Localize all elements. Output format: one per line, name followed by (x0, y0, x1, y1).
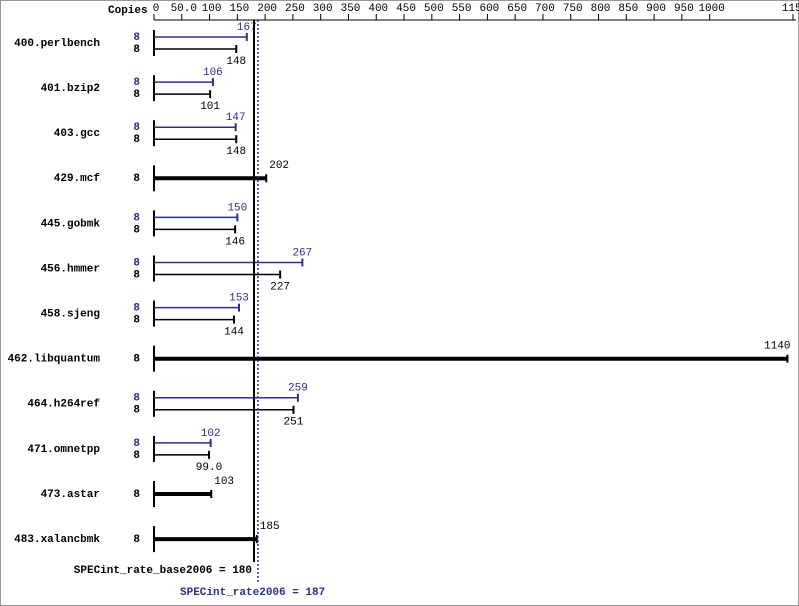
value-label: 144 (224, 327, 244, 339)
copies: 8 (133, 89, 140, 101)
value-label: 106 (203, 67, 223, 79)
x-tick-label: 400 (368, 3, 388, 15)
copies: 8 (133, 438, 140, 450)
copies: 8 (133, 134, 140, 146)
value-label: 146 (225, 236, 245, 248)
benchmark-name: 458.sjeng (41, 309, 100, 321)
x-tick-label: 300 (313, 3, 333, 15)
value-label: 1140 (764, 341, 790, 353)
copies: 8 (133, 173, 140, 185)
x-tick-label: 1150 (782, 3, 799, 15)
value-label: 267 (292, 247, 312, 259)
x-tick-label: 0 (153, 3, 160, 15)
value-label: 167 (237, 22, 257, 34)
benchmark-name: 464.h264ref (27, 399, 100, 411)
copies: 8 (133, 393, 140, 405)
x-tick-label: 700 (535, 3, 555, 15)
x-tick-label: 650 (507, 3, 527, 15)
x-tick-label: 150 (229, 3, 249, 15)
reference-label: SPECint_rate_base2006 = 180 (74, 565, 252, 577)
copies: 8 (133, 212, 140, 224)
x-tick-label: 200 (257, 3, 277, 15)
x-tick-label: 250 (285, 3, 305, 15)
x-tick-label: 600 (479, 3, 499, 15)
x-tick-label: 500 (424, 3, 444, 15)
benchmark-name: 401.bzip2 (41, 83, 100, 95)
copies: 8 (133, 257, 140, 269)
value-label: 185 (260, 521, 280, 533)
copies: 8 (133, 405, 140, 417)
copies: 8 (133, 44, 140, 56)
benchmark-name: 403.gcc (54, 128, 100, 140)
copies: 8 (133, 122, 140, 134)
copies: 8 (133, 303, 140, 315)
x-tick-label: 450 (396, 3, 416, 15)
x-tick-label: 100 (202, 3, 222, 15)
axis-label: Copies (108, 5, 148, 17)
x-tick-label: 950 (674, 3, 694, 15)
x-tick-label: 350 (341, 3, 361, 15)
x-tick-label: 850 (618, 3, 638, 15)
value-label: 251 (284, 417, 304, 429)
value-label: 147 (226, 112, 246, 124)
benchmark-name: 429.mcf (54, 173, 101, 185)
copies: 8 (133, 224, 140, 236)
copies: 8 (133, 269, 140, 281)
x-tick-label: 900 (646, 3, 666, 15)
x-tick-label: 550 (452, 3, 472, 15)
benchmark-name: 456.hmmer (41, 263, 100, 275)
value-label: 148 (226, 146, 246, 158)
benchmark-name: 483.xalancbmk (14, 534, 100, 546)
value-label: 148 (226, 56, 246, 68)
value-label: 150 (227, 202, 247, 214)
value-label: 202 (269, 160, 289, 172)
x-tick-label: 50.0 (171, 3, 197, 15)
value-label: 102 (201, 428, 221, 440)
copies: 8 (133, 450, 140, 462)
copies: 8 (133, 489, 140, 501)
value-label: 153 (229, 293, 249, 305)
value-label: 259 (288, 383, 308, 395)
value-label: 227 (270, 281, 290, 293)
x-tick-label: 800 (591, 3, 611, 15)
reference-label: SPECint_rate2006 = 187 (180, 587, 325, 599)
x-tick-label: 750 (563, 3, 583, 15)
copies: 8 (133, 77, 140, 89)
value-label: 103 (214, 476, 234, 488)
value-label: 99.0 (196, 462, 222, 474)
copies: 8 (133, 32, 140, 44)
benchmark-name: 400.perlbench (14, 38, 100, 50)
benchmark-name: 462.libquantum (8, 354, 101, 366)
x-tick-label: 1000 (698, 3, 724, 15)
copies: 8 (133, 354, 140, 366)
value-label: 101 (200, 101, 220, 113)
benchmark-name: 445.gobmk (41, 218, 101, 230)
copies: 8 (133, 534, 140, 546)
benchmark-name: 471.omnetpp (27, 444, 100, 456)
benchmark-name: 473.astar (41, 489, 100, 501)
copies: 8 (133, 315, 140, 327)
